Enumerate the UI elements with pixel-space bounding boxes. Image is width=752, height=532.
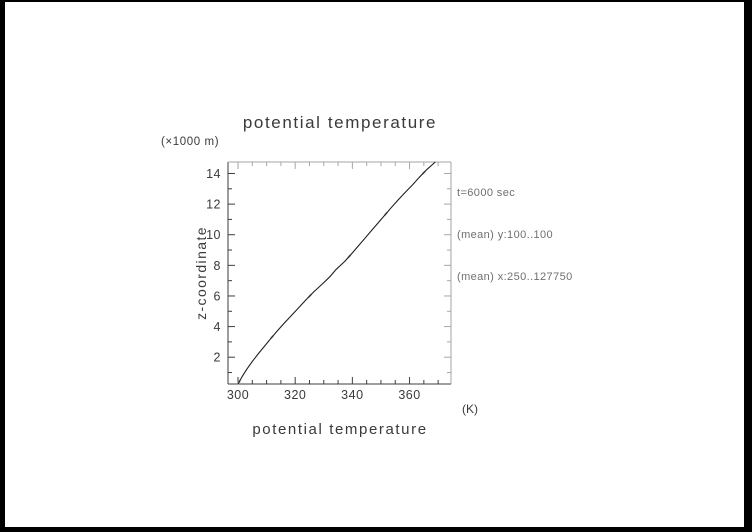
temperature-curve-overlay [237,161,436,385]
y-tick-label: 14 [206,167,221,181]
temperature-curve [237,161,436,385]
x-axis-unit-label: (K) [462,402,478,416]
x-tick-label: 320 [284,388,306,402]
annotation-time: t=6000 sec [457,187,516,199]
x-tick-label: 340 [341,388,363,402]
x-tick-label: 360 [398,388,420,402]
y-tick-label: 12 [206,198,221,212]
x-tick-label: 300 [227,388,249,402]
y-tick-label: 4 [214,320,221,334]
y-tick-label: 10 [206,228,221,242]
y-tick-label: 2 [214,351,221,365]
y-tick-label: 6 [214,289,221,303]
annotation-mean-x: (mean) x:250..127750 [457,271,573,283]
x-axis-title: potential temperature [252,421,428,438]
y-tick-label: 8 [214,259,221,273]
plot-title: potential temperature [242,113,438,132]
y-axis-unit-label: (×1000 m) [161,136,220,148]
annotation-mean-y: (mean) y:100..100 [457,229,554,241]
plot-canvas [5,2,744,527]
annotation-block: t=6000 sec (mean) y:100..100 (mean) x:25… [457,158,573,312]
